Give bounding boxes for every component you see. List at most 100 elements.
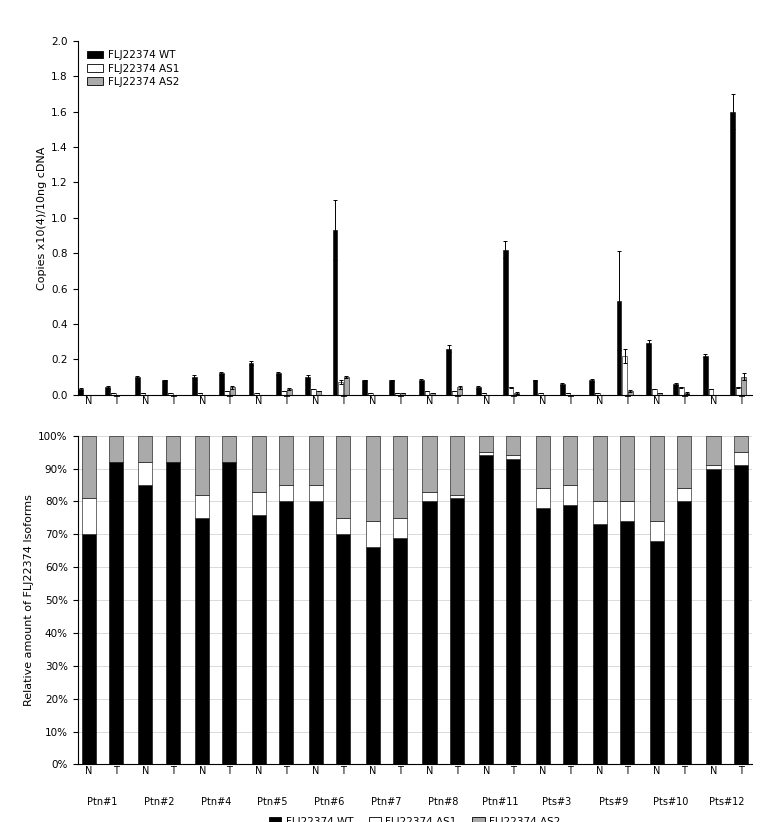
- Bar: [230, 387, 235, 395]
- Text: Ptn#2: Ptn#2: [143, 797, 174, 807]
- Bar: [311, 390, 316, 395]
- Bar: [105, 387, 110, 395]
- Bar: [677, 436, 691, 488]
- Bar: [332, 230, 337, 395]
- Bar: [677, 501, 691, 764]
- Bar: [279, 436, 293, 485]
- Bar: [425, 391, 429, 395]
- Bar: [249, 363, 253, 395]
- Bar: [730, 112, 735, 395]
- Bar: [506, 459, 521, 764]
- Text: Pts#9: Pts#9: [599, 797, 628, 807]
- Bar: [219, 373, 224, 395]
- Bar: [395, 393, 400, 395]
- Bar: [593, 436, 607, 501]
- Bar: [279, 501, 293, 764]
- Text: Ptn#7: Ptn#7: [371, 797, 401, 807]
- Bar: [389, 381, 394, 395]
- Bar: [222, 436, 236, 462]
- Bar: [195, 495, 209, 518]
- Text: Pts#12: Pts#12: [709, 797, 745, 807]
- Bar: [706, 469, 721, 764]
- Bar: [708, 390, 714, 395]
- Bar: [706, 465, 721, 469]
- Bar: [532, 381, 538, 395]
- Bar: [422, 501, 436, 764]
- Bar: [281, 391, 286, 395]
- Bar: [111, 393, 115, 395]
- Bar: [252, 515, 266, 764]
- Bar: [538, 393, 543, 395]
- Bar: [622, 356, 627, 395]
- Text: Pts#3: Pts#3: [542, 441, 571, 450]
- Bar: [225, 391, 229, 395]
- Bar: [449, 436, 463, 495]
- Bar: [734, 436, 748, 452]
- Bar: [703, 356, 708, 395]
- Bar: [195, 518, 209, 764]
- Bar: [481, 393, 486, 395]
- Text: Ptn#2: Ptn#2: [143, 441, 174, 450]
- Bar: [735, 387, 741, 395]
- Bar: [308, 485, 323, 501]
- Bar: [741, 376, 746, 395]
- Bar: [139, 485, 153, 764]
- Bar: [252, 492, 266, 515]
- Bar: [140, 393, 146, 395]
- Bar: [479, 452, 494, 455]
- Text: Ptn#7: Ptn#7: [371, 441, 401, 450]
- Bar: [620, 501, 634, 521]
- Bar: [166, 436, 180, 462]
- Bar: [109, 462, 123, 764]
- Legend: FLJ22374 WT, FLJ22374 AS1, FLJ22374 AS2: FLJ22374 WT, FLJ22374 AS1, FLJ22374 AS2: [83, 46, 183, 91]
- Text: Ptn#1: Ptn#1: [87, 441, 117, 450]
- Text: Ptn#4: Ptn#4: [201, 797, 231, 807]
- Bar: [78, 390, 83, 395]
- Bar: [479, 436, 494, 452]
- Bar: [536, 436, 550, 488]
- Bar: [362, 381, 367, 395]
- Bar: [508, 387, 513, 395]
- Bar: [649, 436, 663, 521]
- Bar: [252, 436, 266, 492]
- Y-axis label: Copies x10(4)/10ng cDNA: Copies x10(4)/10ng cDNA: [37, 146, 47, 289]
- Bar: [684, 393, 690, 395]
- Bar: [195, 436, 209, 495]
- Bar: [287, 390, 291, 395]
- Bar: [677, 488, 691, 501]
- Bar: [649, 521, 663, 541]
- Text: Ptn#5: Ptn#5: [257, 441, 288, 450]
- Bar: [536, 508, 550, 764]
- Bar: [316, 391, 322, 395]
- Bar: [706, 436, 721, 465]
- Text: Ptn#6: Ptn#6: [314, 441, 345, 450]
- Legend: FLJ22374 WT, FLJ22374 AS1, FLJ22374 AS2: FLJ22374 WT, FLJ22374 AS1, FLJ22374 AS2: [265, 812, 564, 822]
- Text: Ptn#4: Ptn#4: [201, 441, 231, 450]
- Bar: [308, 436, 323, 485]
- Y-axis label: Relative amount of FLJ22374 Isoforms: Relative amount of FLJ22374 Isoforms: [24, 494, 34, 706]
- Bar: [673, 384, 678, 395]
- Bar: [162, 381, 167, 395]
- Bar: [563, 485, 577, 505]
- Bar: [343, 376, 349, 395]
- Text: Ptn#1: Ptn#1: [87, 797, 117, 807]
- Bar: [393, 518, 407, 538]
- Bar: [198, 393, 202, 395]
- Bar: [279, 485, 293, 501]
- Bar: [560, 384, 565, 395]
- Text: Ptn#6: Ptn#6: [314, 797, 345, 807]
- Text: Ptn#11: Ptn#11: [481, 797, 518, 807]
- Bar: [514, 393, 519, 395]
- Text: Pts#9: Pts#9: [599, 441, 628, 450]
- Bar: [563, 505, 577, 764]
- Bar: [393, 538, 407, 764]
- Bar: [449, 495, 463, 498]
- Bar: [628, 391, 632, 395]
- Text: Pts#3: Pts#3: [542, 797, 571, 807]
- Bar: [563, 436, 577, 485]
- Bar: [649, 541, 663, 764]
- Bar: [81, 498, 95, 534]
- Text: Ptn#8: Ptn#8: [428, 797, 458, 807]
- Bar: [457, 387, 462, 395]
- Bar: [646, 344, 651, 395]
